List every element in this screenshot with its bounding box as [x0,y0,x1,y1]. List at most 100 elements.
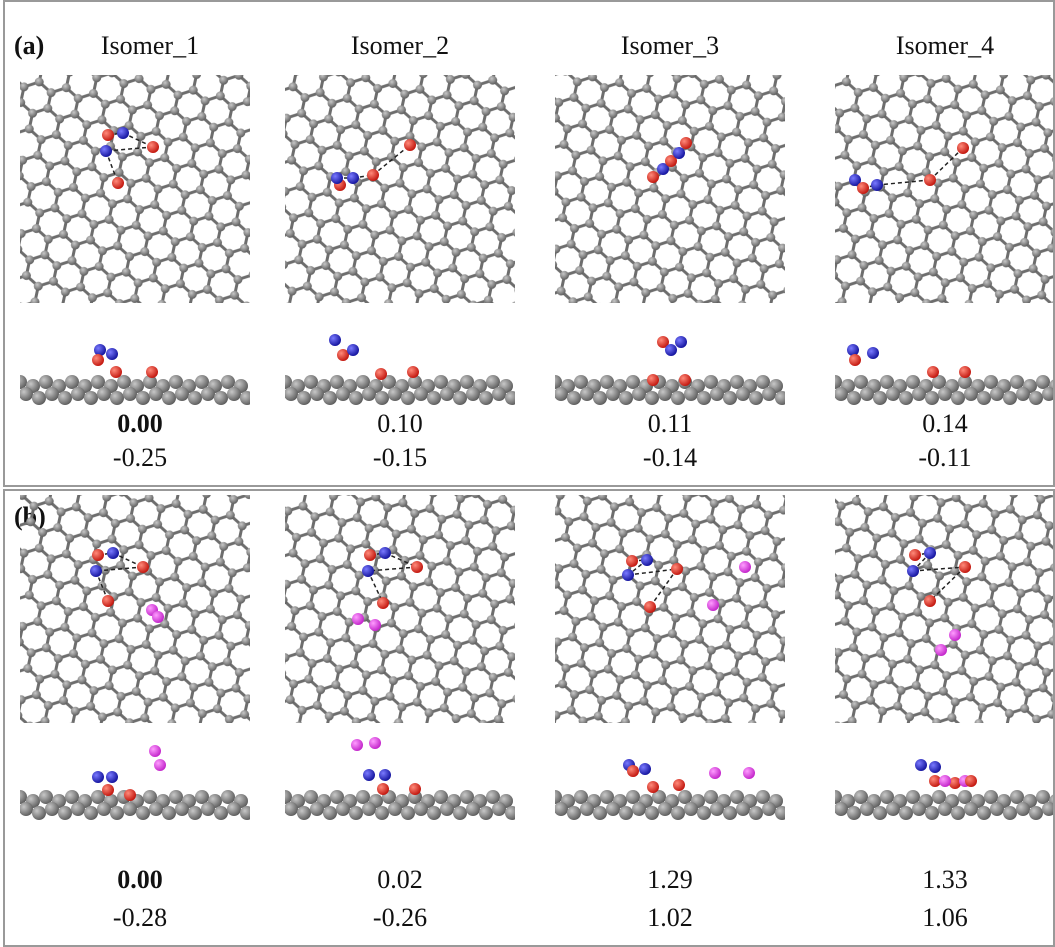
atom [162,391,176,405]
relative-energy: 0.02 [377,865,423,894]
atom [492,802,506,816]
atom [756,790,770,804]
atom [1003,806,1017,820]
atom [1029,806,1043,820]
atom [92,549,104,561]
atom [162,806,176,820]
side-view [548,759,789,820]
side-view [278,334,519,405]
atom [434,375,448,389]
atom [149,387,163,401]
atom [723,806,737,820]
atom [939,775,951,787]
atom [453,391,467,405]
atom [834,802,848,816]
atom [984,790,998,804]
atom [284,802,298,816]
atom [925,391,939,405]
atom [606,802,620,816]
atom [828,375,842,389]
atom [505,806,519,820]
atom [854,790,868,804]
atom [990,802,1004,816]
atom [388,387,402,401]
atom [149,745,161,757]
atom [867,347,879,359]
atom [949,777,961,789]
energy: -0.28 [113,903,167,932]
atom [65,790,79,804]
atom [136,806,150,820]
atom [106,771,118,783]
atom [600,375,614,389]
atom [19,802,33,816]
top-view [555,495,785,723]
top-view [285,75,515,303]
atom [880,375,894,389]
atom [671,391,685,405]
atom [369,737,381,749]
atom [331,172,343,184]
atom [645,806,659,820]
graphene [20,75,250,303]
atom [91,375,105,389]
atom [45,802,59,816]
atom [195,375,209,389]
atom [349,806,363,820]
atom [466,387,480,401]
atom [828,790,842,804]
atom [935,644,947,656]
atom [97,387,111,401]
side-view [13,745,254,820]
atom [697,391,711,405]
atom [671,563,683,575]
atom [367,169,379,181]
atom [849,354,861,366]
atom [169,790,183,804]
atom [958,790,972,804]
atom [297,806,311,820]
atom [39,375,53,389]
atom [349,391,363,405]
atom [356,375,370,389]
atom [775,806,789,820]
atom [427,806,441,820]
atom [201,802,215,816]
atom [19,387,33,401]
atom [665,344,677,356]
atom [959,561,971,573]
atom [1016,802,1030,816]
atom [697,806,711,820]
atom [351,739,363,751]
atom [899,391,913,405]
energy: -0.11 [918,443,971,472]
atom [414,387,428,401]
atom [984,375,998,389]
atom [323,391,337,405]
atom [704,790,718,804]
atom [707,599,719,611]
atom [673,147,685,159]
side-view [13,344,254,405]
atom [554,802,568,816]
atom [13,790,27,804]
relative-energy: 0.10 [377,409,423,438]
isomer-name: Isomer_1 [101,31,199,60]
atom [964,802,978,816]
atom [240,391,254,405]
atom [94,344,106,356]
atom [347,172,359,184]
atom [964,387,978,401]
atom [409,783,421,795]
atom [1029,391,1043,405]
graphene [285,495,515,723]
atom [201,387,215,401]
atom [951,806,965,820]
atom [574,375,588,389]
atom [175,387,189,401]
atom [106,348,118,360]
atom [977,806,991,820]
atom [730,790,744,804]
atom [574,790,588,804]
atom [362,565,374,577]
